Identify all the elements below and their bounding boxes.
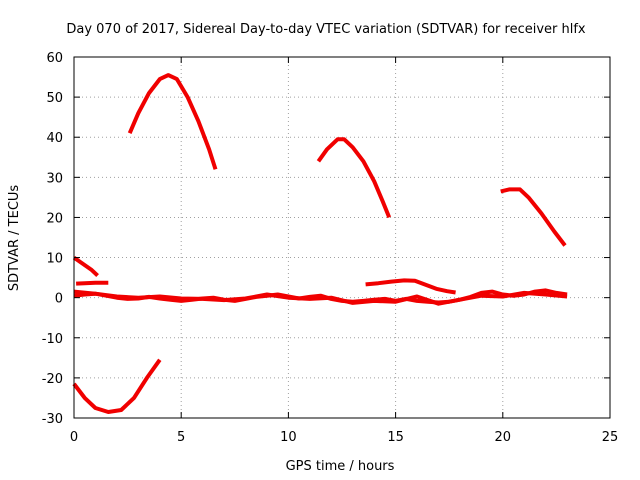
y-tick-label: -20 xyxy=(42,372,63,387)
x-tick-label: 10 xyxy=(280,430,297,445)
y-tick-label: 30 xyxy=(46,171,63,186)
x-tick-label: 0 xyxy=(70,430,78,445)
series-line-baseline-2 xyxy=(73,289,568,306)
x-tick-label: 25 xyxy=(602,430,619,445)
chart-title: Day 070 of 2017, Sidereal Day-to-day VTE… xyxy=(66,22,586,37)
x-tick-label: 5 xyxy=(177,430,185,445)
y-tick-label: 50 xyxy=(46,91,63,106)
series-line-arc-6 xyxy=(72,358,162,414)
y-tick-label: 60 xyxy=(46,51,63,66)
y-tick-label: 40 xyxy=(46,131,63,146)
y-tick-label: -30 xyxy=(42,412,63,427)
x-axis-label: GPS time / hours xyxy=(286,459,395,474)
y-tick-label: 20 xyxy=(46,211,63,226)
series-line-arc-3 xyxy=(500,187,567,247)
series-line-arc-7 xyxy=(365,278,456,295)
y-tick-label: -10 xyxy=(42,332,63,347)
series-line-arc-2 xyxy=(316,137,392,219)
series-line-arc-1 xyxy=(127,73,218,170)
plot-frame xyxy=(73,56,611,419)
x-tick-label: 20 xyxy=(495,430,512,445)
y-tick-label: 10 xyxy=(46,252,63,267)
series-line-arc-4 xyxy=(72,255,99,278)
y-tick-label: 0 xyxy=(55,292,63,307)
ticks: 0 5 10 15 20 25 -30 -20 -10 0 10 20 30 40 50 60 xyxy=(42,51,619,445)
grid xyxy=(74,57,610,418)
series-line-arc-5 xyxy=(76,280,109,286)
x-tick-label: 15 xyxy=(387,430,404,445)
y-axis-label: SDTVAR / TECUs xyxy=(7,185,22,292)
series-layer xyxy=(72,73,568,414)
